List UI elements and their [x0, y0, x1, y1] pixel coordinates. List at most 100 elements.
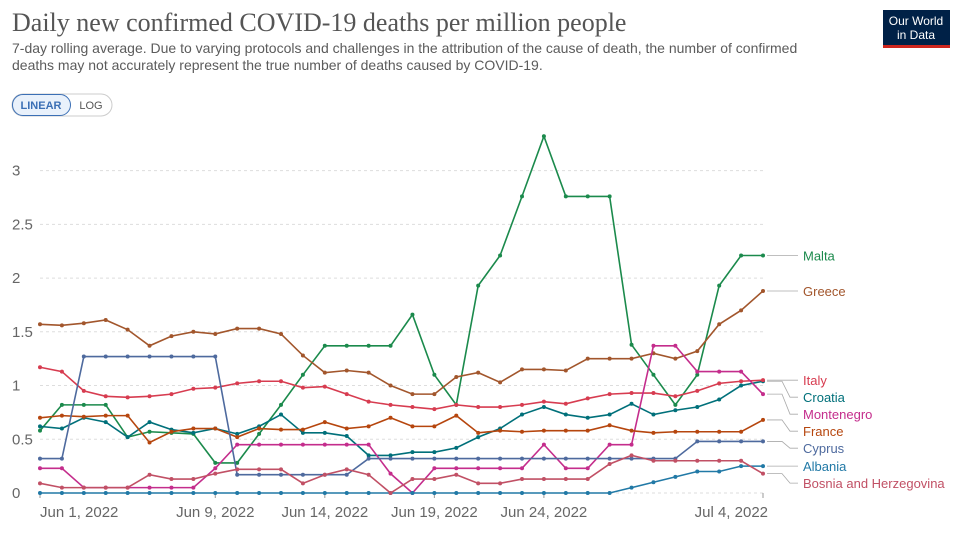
- data-point: [739, 464, 744, 469]
- data-point: [147, 394, 152, 399]
- x-tick-label: Jun 1, 2022: [40, 504, 118, 521]
- data-point: [498, 405, 503, 410]
- data-point: [607, 392, 612, 397]
- data-point: [761, 378, 765, 383]
- legend-label: Cyprus: [803, 441, 845, 456]
- data-point: [125, 327, 130, 332]
- data-point: [191, 485, 196, 490]
- data-point: [103, 354, 108, 359]
- series-line: [39, 380, 764, 457]
- data-point: [191, 329, 196, 334]
- data-point: [651, 391, 656, 396]
- data-point: [125, 435, 130, 440]
- leader-line: [767, 419, 798, 432]
- data-point: [476, 491, 481, 495]
- data-point: [147, 343, 152, 348]
- log-label[interactable]: LOG: [79, 100, 102, 112]
- data-point: [81, 402, 86, 407]
- data-point: [257, 491, 262, 495]
- data-point: [235, 435, 240, 440]
- data-point: [739, 308, 744, 313]
- data-point: [541, 456, 546, 461]
- data-point: [235, 442, 240, 447]
- data-point: [563, 491, 568, 495]
- data-point: [695, 469, 700, 474]
- data-point: [607, 491, 612, 495]
- data-point: [607, 442, 612, 447]
- data-point: [257, 379, 262, 384]
- data-point: [191, 426, 196, 431]
- data-point: [300, 491, 305, 495]
- data-point: [344, 472, 349, 477]
- data-point: [191, 386, 196, 391]
- data-point: [520, 412, 524, 417]
- data-point: [673, 394, 678, 399]
- data-point: [695, 369, 700, 374]
- x-tick-label: Jun 14, 2022: [281, 504, 368, 521]
- subtitle: 7-day rolling average. Due to varying pr…: [12, 40, 797, 56]
- data-point: [147, 472, 152, 477]
- data-point: [81, 485, 86, 490]
- data-point: [366, 343, 371, 348]
- data-point: [300, 427, 305, 432]
- data-point: [38, 415, 42, 420]
- data-point: [366, 453, 371, 458]
- data-point: [366, 456, 371, 461]
- leader-line: [767, 473, 798, 484]
- data-point: [607, 194, 612, 199]
- data-point: [388, 453, 393, 458]
- data-point: [344, 467, 349, 472]
- data-point: [322, 491, 327, 495]
- data-point: [739, 458, 744, 463]
- data-point: [498, 456, 503, 461]
- legend-label: Bosnia and Herzegovina: [803, 476, 945, 491]
- data-point: [81, 321, 86, 326]
- data-point: [38, 322, 42, 327]
- data-point: [585, 415, 590, 420]
- data-point: [300, 430, 305, 435]
- linear-label[interactable]: LINEAR: [21, 100, 62, 112]
- data-point: [410, 450, 415, 455]
- data-point: [213, 331, 218, 336]
- data-point: [673, 402, 678, 407]
- data-point: [388, 343, 393, 348]
- data-point: [279, 412, 283, 417]
- data-point: [541, 134, 546, 139]
- data-point: [739, 379, 744, 384]
- data-point: [717, 381, 722, 386]
- data-point: [59, 491, 64, 495]
- chart-title: Daily new confirmed COVID-19 deaths per …: [12, 8, 626, 37]
- data-point: [629, 342, 634, 347]
- data-point: [59, 402, 64, 407]
- data-point: [59, 485, 64, 490]
- data-point: [125, 491, 130, 495]
- data-point: [322, 472, 327, 477]
- logo[interactable]: Our World in Data: [883, 10, 950, 48]
- data-point: [366, 399, 371, 404]
- data-point: [279, 491, 283, 495]
- series-line: [40, 344, 764, 495]
- data-point: [300, 385, 305, 390]
- data-point: [585, 194, 590, 199]
- legend-label: Montenegro: [803, 407, 872, 422]
- data-point: [300, 372, 305, 377]
- data-point: [344, 434, 349, 439]
- data-point: [388, 402, 393, 407]
- data-point: [344, 368, 349, 373]
- data-point: [147, 491, 152, 495]
- data-point: [322, 343, 327, 348]
- data-point: [739, 429, 744, 434]
- data-point: [38, 424, 42, 429]
- data-point: [607, 423, 612, 428]
- linear-button[interactable]: [12, 94, 71, 116]
- data-point: [520, 402, 524, 407]
- y-tick-label: 2: [12, 270, 20, 287]
- data-point: [607, 456, 612, 461]
- data-point: [81, 354, 86, 359]
- data-point: [541, 428, 546, 433]
- data-point: [432, 466, 437, 471]
- data-point: [541, 399, 546, 404]
- series-line: [39, 133, 763, 464]
